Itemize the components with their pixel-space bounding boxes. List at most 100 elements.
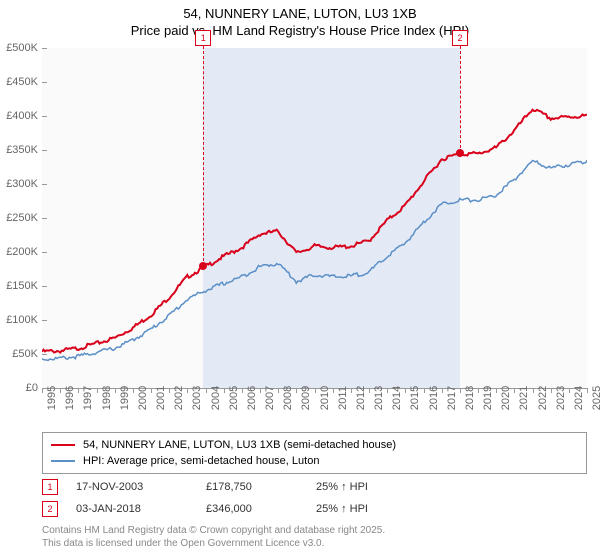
footer-line2: This data is licensed under the Open Gov…	[42, 538, 324, 549]
x-tick-label: 2024	[573, 386, 585, 410]
x-tick-label: 2025	[591, 386, 600, 410]
x-tick-label: 2006	[246, 386, 258, 410]
x-tick-mark	[206, 388, 207, 393]
x-tick-mark	[169, 388, 170, 393]
transaction-date: 17-NOV-2003	[76, 481, 206, 493]
y-tick-label: £150K	[0, 280, 38, 292]
y-tick-mark	[42, 48, 47, 49]
x-tick-mark	[369, 388, 370, 393]
y-tick-label: £50K	[0, 348, 38, 360]
x-tick-mark	[78, 388, 79, 393]
x-tick-mark	[405, 388, 406, 393]
legend-swatch	[51, 460, 75, 462]
x-tick-mark	[551, 388, 552, 393]
transaction-marker-box: 2	[452, 30, 468, 46]
legend-item-hpi: HPI: Average price, semi-detached house,…	[51, 453, 578, 469]
transaction-table: 1 17-NOV-2003 £178,750 25% ↑ HPI 2 03-JA…	[42, 476, 416, 520]
x-tick-mark	[133, 388, 134, 393]
x-tick-label: 2023	[555, 386, 567, 410]
y-tick-label: £100K	[0, 314, 38, 326]
x-tick-mark	[315, 388, 316, 393]
x-tick-label: 1996	[64, 386, 76, 410]
x-tick-mark	[478, 388, 479, 393]
transaction-marker-box: 1	[195, 30, 211, 46]
x-tick-label: 1995	[46, 386, 58, 410]
transaction-marker-badge: 1	[42, 479, 58, 495]
transaction-date: 03-JAN-2018	[76, 503, 206, 515]
series-line-hpi	[42, 160, 587, 360]
x-tick-label: 2001	[155, 386, 167, 410]
x-tick-label: 2003	[191, 386, 203, 410]
y-tick-mark	[42, 116, 47, 117]
chart-title: 54, NUNNERY LANE, LUTON, LU3 1XB Price p…	[0, 0, 600, 40]
x-tick-label: 2009	[300, 386, 312, 410]
x-tick-label: 2020	[500, 386, 512, 410]
x-tick-mark	[260, 388, 261, 393]
x-tick-mark	[587, 388, 588, 393]
y-tick-label: £0	[0, 382, 38, 394]
x-tick-label: 2013	[373, 386, 385, 410]
x-tick-label: 2019	[482, 386, 494, 410]
x-tick-mark	[333, 388, 334, 393]
x-tick-label: 2017	[446, 386, 458, 410]
x-tick-label: 2016	[428, 386, 440, 410]
x-tick-label: 2004	[210, 386, 222, 410]
transaction-price: £346,000	[206, 503, 316, 515]
x-tick-label: 2005	[228, 386, 240, 410]
y-tick-mark	[42, 320, 47, 321]
x-tick-mark	[296, 388, 297, 393]
x-tick-mark	[460, 388, 461, 393]
y-tick-mark	[42, 252, 47, 253]
x-tick-mark	[242, 388, 243, 393]
title-line2: Price paid vs. HM Land Registry's House …	[131, 23, 469, 38]
x-tick-mark	[224, 388, 225, 393]
transaction-marker-badge: 2	[42, 501, 58, 517]
transaction-point	[199, 262, 207, 270]
y-tick-mark	[42, 150, 47, 151]
y-tick-label: £400K	[0, 110, 38, 122]
transaction-point	[456, 149, 464, 157]
line-series-svg	[42, 48, 587, 388]
x-tick-label: 2015	[409, 386, 421, 410]
transaction-marker-line	[460, 46, 461, 153]
x-tick-mark	[187, 388, 188, 393]
title-line1: 54, NUNNERY LANE, LUTON, LU3 1XB	[183, 6, 416, 21]
y-tick-label: £200K	[0, 246, 38, 258]
x-tick-mark	[387, 388, 388, 393]
x-tick-label: 2014	[391, 386, 403, 410]
x-tick-mark	[97, 388, 98, 393]
series-line-price_paid	[42, 110, 587, 353]
chart-plot-area	[42, 48, 587, 389]
x-tick-label: 2011	[337, 386, 349, 410]
y-tick-label: £250K	[0, 212, 38, 224]
footer-attribution: Contains HM Land Registry data © Crown c…	[42, 524, 385, 550]
x-tick-mark	[351, 388, 352, 393]
x-tick-mark	[60, 388, 61, 393]
legend-item-price-paid: 54, NUNNERY LANE, LUTON, LU3 1XB (semi-d…	[51, 437, 578, 453]
x-tick-label: 2007	[264, 386, 276, 410]
x-tick-mark	[151, 388, 152, 393]
transaction-price: £178,750	[206, 481, 316, 493]
x-tick-mark	[115, 388, 116, 393]
table-row: 2 03-JAN-2018 £346,000 25% ↑ HPI	[42, 498, 416, 520]
transaction-diff: 25% ↑ HPI	[316, 503, 416, 515]
y-tick-mark	[42, 354, 47, 355]
y-tick-mark	[42, 286, 47, 287]
x-tick-mark	[442, 388, 443, 393]
x-tick-label: 2000	[137, 386, 149, 410]
legend-swatch	[51, 444, 75, 446]
x-tick-label: 2008	[282, 386, 294, 410]
x-tick-label: 2002	[173, 386, 185, 410]
y-tick-label: £300K	[0, 178, 38, 190]
x-tick-label: 2012	[355, 386, 367, 410]
x-tick-label: 1999	[119, 386, 131, 410]
x-tick-mark	[424, 388, 425, 393]
table-row: 1 17-NOV-2003 £178,750 25% ↑ HPI	[42, 476, 416, 498]
y-tick-mark	[42, 218, 47, 219]
y-tick-mark	[42, 184, 47, 185]
footer-line1: Contains HM Land Registry data © Crown c…	[42, 525, 385, 536]
x-tick-label: 1998	[101, 386, 113, 410]
x-tick-mark	[533, 388, 534, 393]
y-tick-label: £450K	[0, 76, 38, 88]
x-tick-label: 2010	[319, 386, 331, 410]
